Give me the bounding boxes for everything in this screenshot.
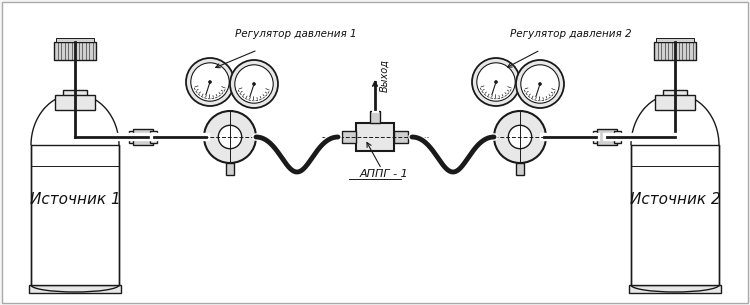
FancyBboxPatch shape — [654, 42, 696, 60]
FancyBboxPatch shape — [631, 145, 719, 285]
FancyBboxPatch shape — [133, 129, 153, 145]
FancyBboxPatch shape — [56, 95, 94, 110]
FancyBboxPatch shape — [656, 95, 694, 110]
FancyBboxPatch shape — [629, 285, 721, 293]
Text: Источник 1: Источник 1 — [30, 192, 120, 207]
Text: АППГ - 1: АППГ - 1 — [360, 142, 409, 179]
FancyBboxPatch shape — [56, 38, 94, 42]
Circle shape — [186, 58, 234, 106]
FancyBboxPatch shape — [31, 145, 119, 285]
FancyBboxPatch shape — [63, 90, 87, 104]
Circle shape — [253, 83, 256, 85]
Circle shape — [218, 125, 242, 149]
Text: Регулятор давления 2: Регулятор давления 2 — [508, 29, 632, 67]
FancyBboxPatch shape — [394, 131, 408, 143]
Circle shape — [494, 81, 497, 84]
Circle shape — [235, 65, 273, 103]
Circle shape — [520, 65, 560, 103]
FancyBboxPatch shape — [54, 42, 96, 60]
FancyBboxPatch shape — [342, 131, 356, 143]
FancyBboxPatch shape — [597, 129, 617, 145]
Circle shape — [538, 83, 542, 85]
FancyBboxPatch shape — [150, 131, 157, 143]
Circle shape — [516, 60, 564, 108]
Circle shape — [494, 111, 546, 163]
Circle shape — [509, 125, 532, 149]
Circle shape — [209, 81, 212, 84]
Text: Выход: Выход — [379, 59, 389, 92]
FancyBboxPatch shape — [129, 131, 136, 143]
FancyBboxPatch shape — [356, 123, 394, 151]
FancyBboxPatch shape — [370, 111, 380, 123]
Circle shape — [204, 111, 256, 163]
FancyBboxPatch shape — [663, 90, 687, 104]
Text: Источник 2: Источник 2 — [630, 192, 720, 207]
Circle shape — [472, 58, 520, 106]
Text: Регулятор давления 1: Регулятор давления 1 — [216, 29, 357, 68]
FancyBboxPatch shape — [226, 163, 234, 175]
FancyBboxPatch shape — [614, 131, 621, 143]
FancyBboxPatch shape — [29, 285, 121, 293]
FancyBboxPatch shape — [593, 131, 600, 143]
Circle shape — [230, 60, 278, 108]
Circle shape — [477, 63, 515, 101]
FancyBboxPatch shape — [656, 38, 694, 42]
FancyBboxPatch shape — [516, 163, 524, 175]
Circle shape — [190, 63, 230, 101]
